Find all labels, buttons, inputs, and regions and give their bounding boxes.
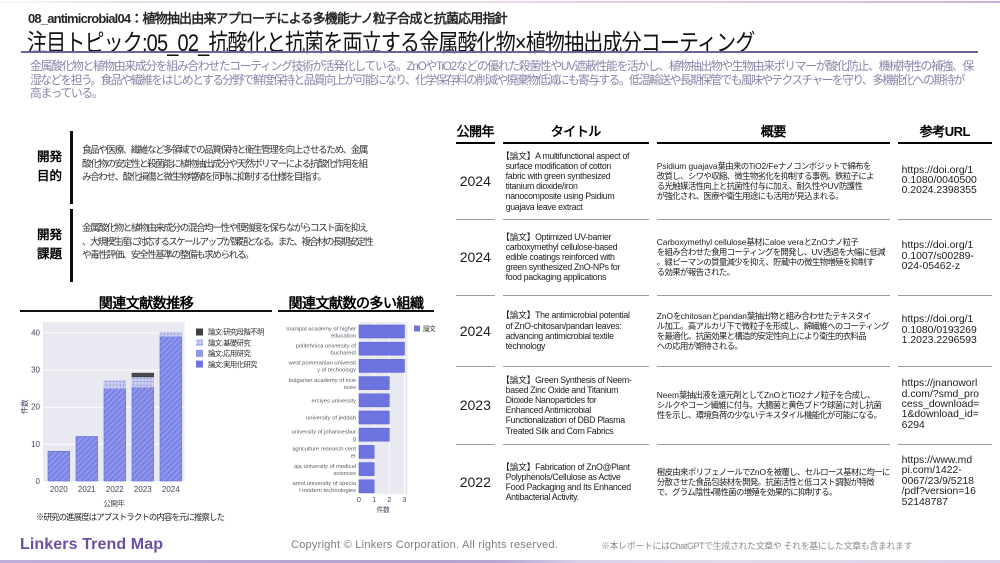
svg-text:university of johannesbur: university of johannesbur xyxy=(292,430,357,436)
svg-text:l modern technologies: l modern technologies xyxy=(299,488,356,494)
svg-text:論文:応用研究: 論文:応用研究 xyxy=(208,349,252,358)
svg-text:10: 10 xyxy=(31,440,40,449)
svg-text:bulgarian academy of scie: bulgarian academy of scie xyxy=(289,378,356,384)
svg-text:manipal academy of higher: manipal academy of higher xyxy=(286,326,356,332)
svg-text:amol university of specia: amol university of specia xyxy=(293,481,357,487)
svg-text:aja university of medical: aja university of medical xyxy=(294,464,356,470)
svg-text:2021: 2021 xyxy=(78,485,96,494)
svg-text:0: 0 xyxy=(357,497,361,504)
svg-text:g: g xyxy=(353,437,356,443)
svg-text:論文:基礎研究: 論文:基礎研究 xyxy=(208,338,252,347)
svg-text:bucharest: bucharest xyxy=(331,351,357,357)
svg-text:erciyes university: erciyes university xyxy=(312,399,357,405)
svg-text:y of technology: y of technology xyxy=(317,368,356,374)
svg-text:件数: 件数 xyxy=(377,505,390,514)
svg-text:politehnica university of: politehnica university of xyxy=(296,344,357,350)
svg-text:2020: 2020 xyxy=(50,485,68,494)
svg-text:nces: nces xyxy=(344,385,356,391)
svg-text:論文: 論文 xyxy=(423,324,436,333)
svg-text:university of jeddah: university of jeddah xyxy=(306,416,356,422)
svg-text:2: 2 xyxy=(387,497,391,504)
svg-text:2022: 2022 xyxy=(106,485,124,494)
svg-text:west pomeranian universit: west pomeranian universit xyxy=(288,361,357,367)
svg-text:3: 3 xyxy=(403,497,407,504)
svg-text:education: education xyxy=(331,333,356,339)
svg-text:0: 0 xyxy=(36,477,41,486)
svg-text:件数: 件数 xyxy=(20,399,29,414)
svg-text:20: 20 xyxy=(31,403,40,412)
svg-text:sciences: sciences xyxy=(333,471,356,477)
svg-text:2024: 2024 xyxy=(162,485,180,494)
svg-text:30: 30 xyxy=(31,366,40,375)
svg-text:論文:実用化研究: 論文:実用化研究 xyxy=(208,360,258,369)
svg-text:2023: 2023 xyxy=(134,485,152,494)
svg-text:公開年: 公開年 xyxy=(103,498,125,508)
svg-text:agriculture research cent: agriculture research cent xyxy=(292,447,356,453)
svg-text:1: 1 xyxy=(372,497,376,504)
svg-text:er: er xyxy=(351,454,356,460)
svg-text:40: 40 xyxy=(31,329,40,338)
svg-text:論文:研究段階不明: 論文:研究段階不明 xyxy=(208,328,264,337)
